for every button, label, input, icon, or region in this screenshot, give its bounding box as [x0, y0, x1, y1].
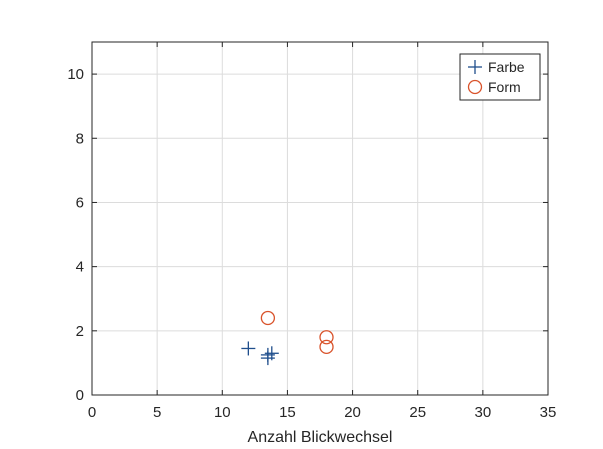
y-tick-label: 10 — [67, 66, 84, 83]
data-point-circle — [260, 310, 276, 326]
x-tick-label: 15 — [279, 404, 296, 421]
series-farbe — [241, 341, 279, 366]
y-tick-label: 6 — [76, 194, 84, 211]
x-tick-label: 10 — [214, 404, 231, 421]
legend-marker-circle — [467, 79, 483, 95]
legend-box — [459, 53, 541, 101]
x-tick-label: 20 — [344, 404, 361, 421]
y-tick-label: 2 — [76, 323, 84, 340]
y-tick-label: 4 — [76, 259, 84, 276]
x-tick-label: 35 — [540, 404, 557, 421]
legend-label: Farbe — [488, 59, 525, 75]
legend-label: Form — [488, 79, 521, 95]
data-point-plus — [260, 351, 275, 366]
data-marks — [241, 310, 334, 366]
x-axis-label: Anzahl Blickwechsel — [248, 429, 393, 444]
axes — [91, 41, 549, 396]
x-tick-label: 0 — [88, 404, 96, 421]
legend-marker-plus — [468, 60, 482, 74]
data-point-circle — [319, 330, 334, 345]
data-point-circle — [319, 339, 334, 355]
tick-labels: 0 5 10 15 20 25 30 35 0 2 4 6 8 10 — [67, 66, 556, 421]
series-form — [260, 310, 334, 355]
axes-box — [91, 41, 549, 396]
y-tick-label: 0 — [76, 387, 84, 404]
x-tick-label: 5 — [153, 404, 161, 421]
data-point-plus — [241, 341, 256, 356]
x-tick-label: 25 — [409, 404, 426, 421]
y-tick-label: 8 — [76, 130, 84, 147]
x-tick-label: 30 — [475, 404, 492, 421]
legend: Farbe Form — [459, 53, 541, 101]
